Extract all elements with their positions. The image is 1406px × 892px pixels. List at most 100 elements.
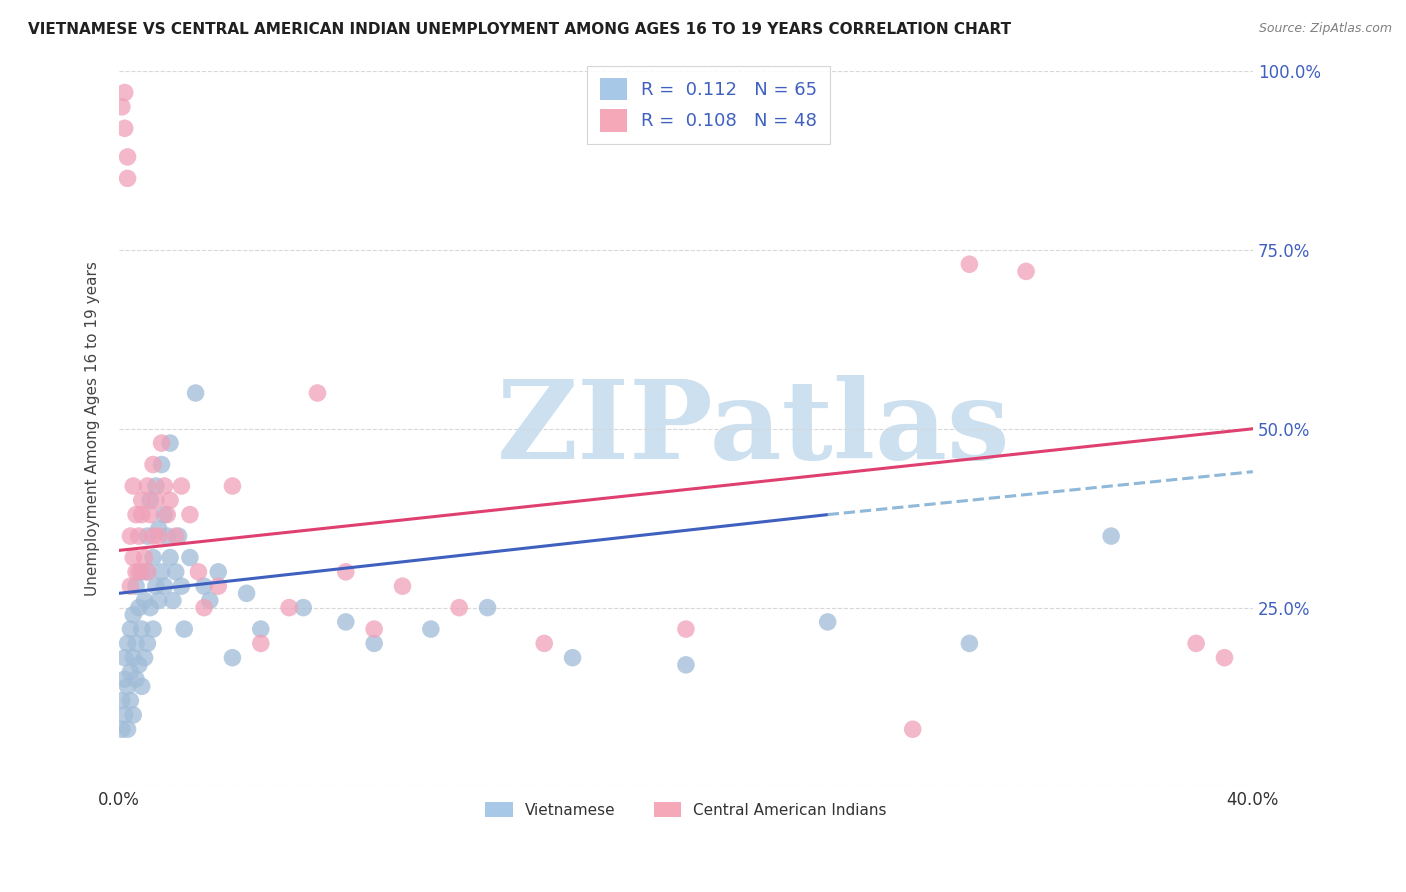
Legend: Vietnamese, Central American Indians: Vietnamese, Central American Indians [478,794,894,825]
Text: VIETNAMESE VS CENTRAL AMERICAN INDIAN UNEMPLOYMENT AMONG AGES 16 TO 19 YEARS COR: VIETNAMESE VS CENTRAL AMERICAN INDIAN UN… [28,22,1011,37]
Point [142,622,165,636]
Point [120,622,142,636]
Point [179,508,201,522]
Point [207,565,229,579]
Point [1099,529,1122,543]
Point [477,600,499,615]
Point [198,593,221,607]
Point [122,550,145,565]
Point [120,693,142,707]
Point [142,458,165,472]
Point [131,508,153,522]
Point [148,522,170,536]
Point [120,529,142,543]
Point [139,493,162,508]
Point [136,565,159,579]
Point [136,529,159,543]
Point [207,579,229,593]
Point [142,529,165,543]
Point [128,529,150,543]
Point [134,650,156,665]
Point [145,493,167,508]
Point [125,672,148,686]
Point [187,565,209,579]
Point [114,86,136,100]
Point [125,508,148,522]
Point [278,600,301,615]
Point [156,508,179,522]
Point [170,579,193,593]
Point [136,565,159,579]
Point [165,529,187,543]
Point [142,550,165,565]
Point [817,615,839,629]
Point [901,723,924,737]
Point [111,723,134,737]
Text: ZIPatlas: ZIPatlas [498,376,1011,483]
Point [249,636,271,650]
Point [111,693,134,707]
Point [139,508,162,522]
Point [363,622,385,636]
Point [419,622,441,636]
Point [148,593,170,607]
Point [184,386,207,401]
Point [449,600,471,615]
Point [114,650,136,665]
Point [122,479,145,493]
Point [159,436,181,450]
Point [122,650,145,665]
Point [134,550,156,565]
Point [125,636,148,650]
Point [391,579,413,593]
Point [159,493,181,508]
Point [114,672,136,686]
Point [128,657,150,672]
Point [1213,650,1236,665]
Point [957,636,980,650]
Point [131,565,153,579]
Point [675,657,697,672]
Point [114,707,136,722]
Point [561,650,583,665]
Point [153,579,176,593]
Point [139,600,162,615]
Point [128,600,150,615]
Point [173,622,195,636]
Point [128,565,150,579]
Point [117,150,139,164]
Point [120,579,142,593]
Point [117,171,139,186]
Point [131,622,153,636]
Point [145,579,167,593]
Point [136,479,159,493]
Point [117,723,139,737]
Point [150,436,173,450]
Y-axis label: Unemployment Among Ages 16 to 19 years: Unemployment Among Ages 16 to 19 years [86,261,100,596]
Point [335,565,357,579]
Point [117,679,139,693]
Point [335,615,357,629]
Point [170,479,193,493]
Point [136,636,159,650]
Point [159,550,181,565]
Point [1185,636,1208,650]
Point [120,665,142,679]
Point [122,707,145,722]
Point [131,679,153,693]
Point [363,636,385,650]
Point [307,386,329,401]
Point [156,529,179,543]
Point [167,529,190,543]
Point [131,493,153,508]
Point [533,636,555,650]
Point [125,579,148,593]
Point [193,579,215,593]
Point [235,586,257,600]
Point [148,529,170,543]
Point [117,636,139,650]
Point [249,622,271,636]
Point [122,607,145,622]
Point [125,565,148,579]
Point [111,100,134,114]
